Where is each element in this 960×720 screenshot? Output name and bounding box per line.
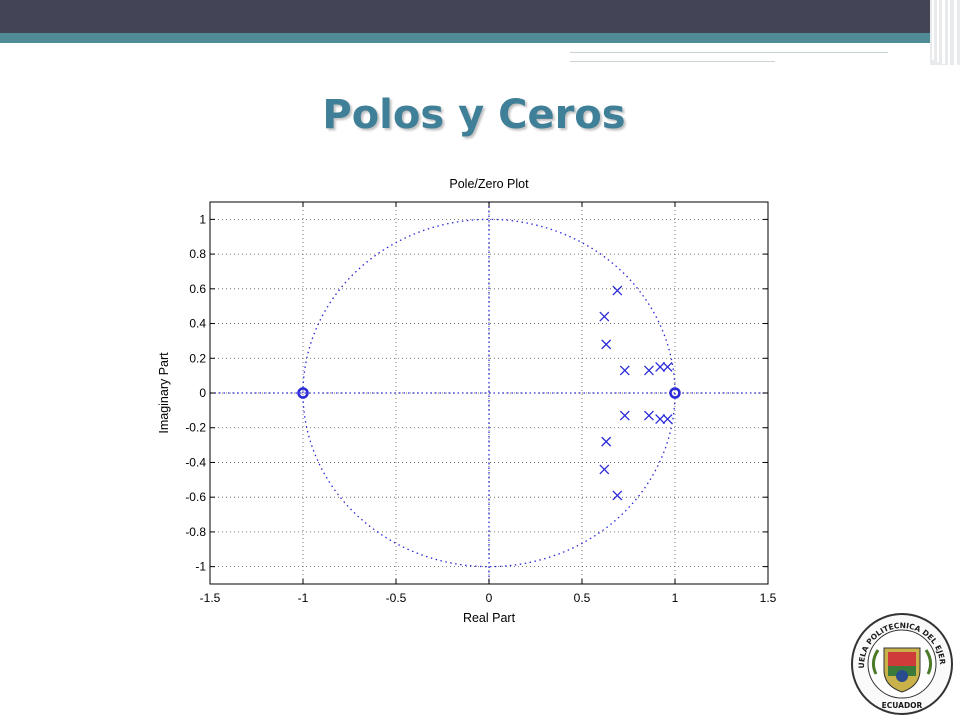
pole-marker — [612, 285, 623, 296]
y-tick-label: 1 — [199, 212, 206, 226]
zero-marker — [669, 387, 681, 399]
y-tick-label: -0.6 — [185, 490, 206, 504]
pole-zero-chart: -1.5 -1 -0.5 0 0.5 1 1.5 1 0.8 0.6 0.4 0.2 0 -0.2 -0.4… — [157, 177, 777, 625]
decorative-line — [570, 61, 775, 62]
x-axis-label: Real Part — [463, 611, 516, 625]
pole-marker — [619, 365, 630, 376]
pole-marker — [601, 436, 612, 447]
pole-marker — [662, 414, 673, 425]
x-tick-label: -0.5 — [386, 591, 407, 605]
y-tick-label: 0.2 — [189, 351, 206, 365]
decorative-stripes — [930, 0, 960, 65]
seal-bottom-text: ECUADOR — [882, 701, 923, 710]
pole-marker — [599, 464, 610, 475]
x-tick-label: 0.5 — [574, 591, 591, 605]
x-tick-label: 0 — [486, 591, 493, 605]
top-banner — [0, 0, 960, 33]
x-tick-label: -1.5 — [200, 591, 221, 605]
accent-bar — [0, 33, 935, 43]
pole-marker — [644, 410, 654, 421]
y-tick-label: 0.6 — [189, 282, 206, 296]
decorative-line — [570, 52, 888, 53]
y-axis-label: Imaginary Part — [157, 352, 171, 434]
y-tick-label: -0.4 — [185, 455, 206, 469]
chart-title: Pole/Zero Plot — [449, 177, 529, 191]
y-tick-label: -0.2 — [185, 421, 206, 435]
x-tick-label: 1 — [672, 591, 679, 605]
y-tick-label: 0.8 — [189, 247, 206, 261]
slide-title: Polos y Ceros — [322, 92, 626, 138]
y-tick-label: -0.8 — [185, 525, 206, 539]
pole-marker — [655, 414, 666, 425]
pole-marker — [662, 361, 673, 372]
zero-marker — [297, 387, 309, 399]
y-tick-label: 0 — [199, 386, 206, 400]
pole-marker — [599, 311, 610, 322]
university-seal-logo: ESCUELA POLITECNICA DEL EJERCITO ECUADOR — [850, 612, 953, 715]
pole-marker — [612, 490, 623, 501]
pole-marker — [601, 339, 612, 350]
y-tick-label: -1 — [195, 560, 206, 574]
y-tick-label: 0.4 — [189, 317, 206, 331]
x-tick-label: 1.5 — [760, 591, 777, 605]
pole-marker — [619, 410, 630, 421]
x-tick-label: -1 — [298, 591, 309, 605]
pole-marker — [644, 365, 654, 376]
pole-marker — [655, 361, 666, 372]
